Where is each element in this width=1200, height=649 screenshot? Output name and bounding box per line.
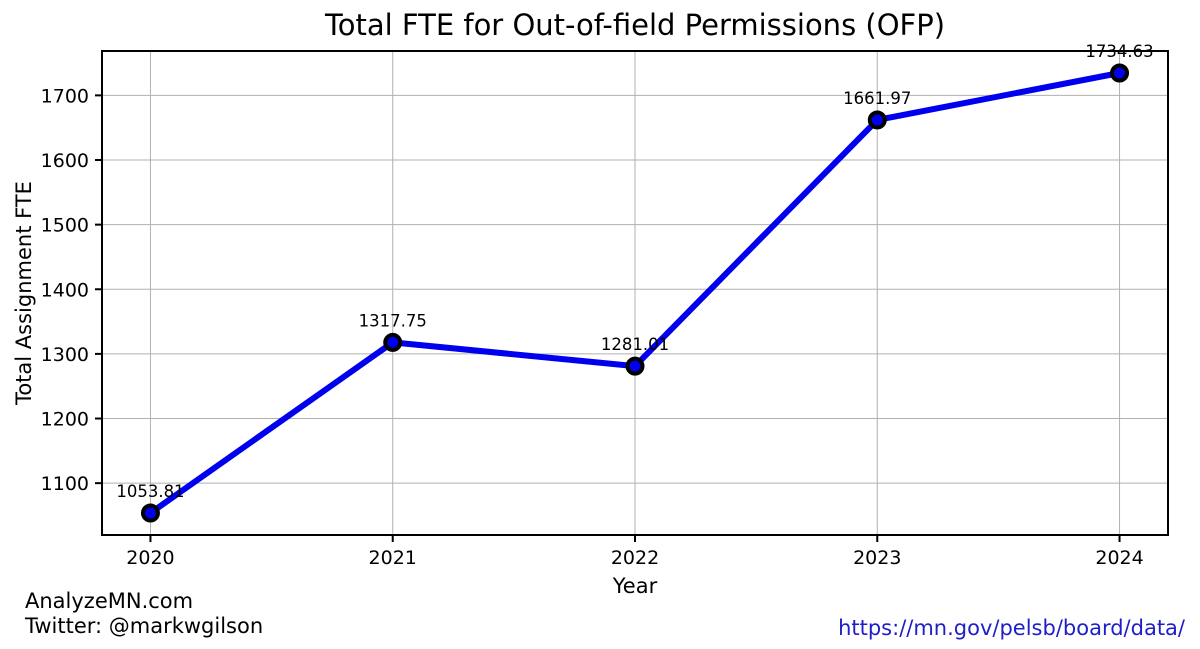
data-point-marker [867, 110, 887, 130]
source-url-link[interactable]: https://mn.gov/pelsb/board/data/ [838, 616, 1185, 640]
data-point-label: 1734.63 [1085, 42, 1153, 61]
x-tick-label: 2021 [369, 547, 417, 569]
data-point-label: 1661.97 [843, 89, 911, 108]
data-point-marker [140, 503, 160, 523]
data-point-label: 1317.75 [359, 311, 427, 330]
x-tick-label: 2020 [126, 547, 174, 569]
x-tick-label: 2024 [1095, 547, 1143, 569]
x-tick-label: 2023 [853, 547, 901, 569]
x-tick-label: 2022 [611, 547, 659, 569]
data-point-marker [383, 332, 403, 352]
attribution-twitter: Twitter: @markwgilson [25, 614, 264, 638]
y-tick-label: 1600 [41, 150, 89, 172]
chart-title: Total FTE for Out-of-field Permissions (… [324, 8, 946, 42]
y-axis-label: Total Assignment FTE [12, 181, 36, 405]
y-tick-label: 1400 [41, 279, 89, 301]
y-tick-label: 1300 [41, 344, 89, 366]
x-axis-label: Year [612, 574, 658, 598]
attribution-block: AnalyzeMN.com Twitter: @markwgilson [25, 589, 263, 639]
data-point-label: 1053.81 [116, 482, 184, 501]
data-point-marker [1110, 63, 1130, 83]
data-point-marker [625, 356, 645, 376]
y-tick-label: 1100 [41, 473, 89, 495]
attribution-site: AnalyzeMN.com [25, 589, 194, 613]
y-tick-label: 1700 [41, 85, 89, 107]
data-point-label: 1281.01 [601, 335, 669, 354]
y-tick-label: 1500 [41, 215, 89, 237]
y-tick-label: 1200 [41, 409, 89, 431]
